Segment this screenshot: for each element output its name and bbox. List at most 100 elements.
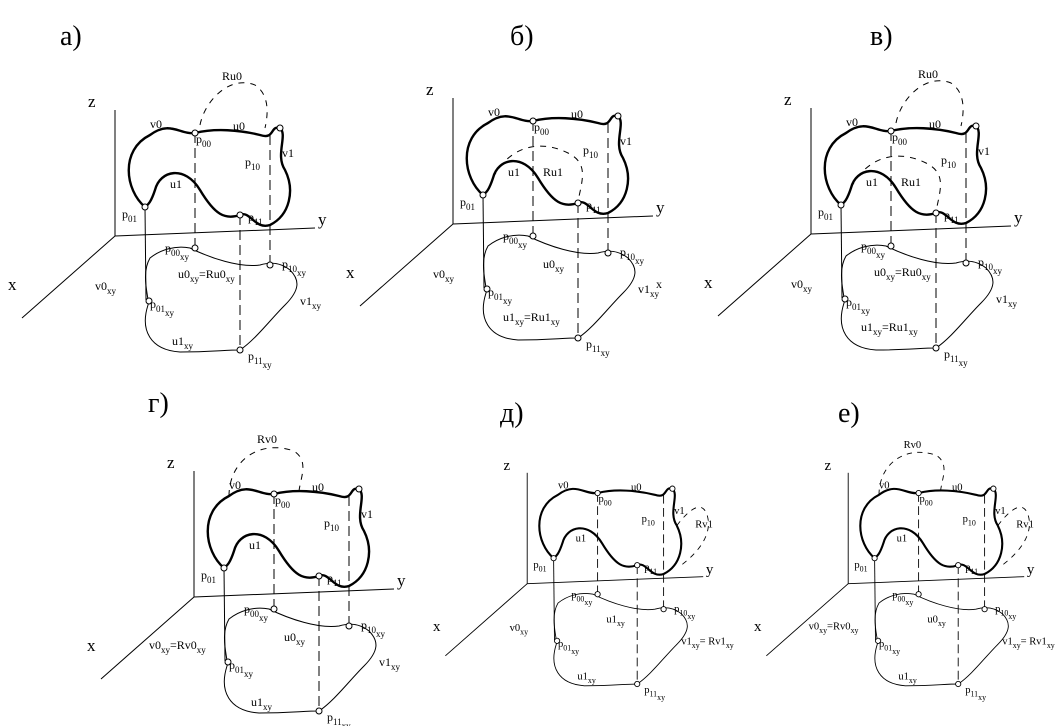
label-subscript: xy bbox=[876, 250, 886, 260]
point-label: u1xy bbox=[251, 695, 273, 712]
corner-point bbox=[277, 125, 283, 131]
label-subscript: 01 bbox=[128, 214, 137, 224]
label-subscript: 10 bbox=[589, 150, 599, 160]
corner-point bbox=[635, 563, 640, 568]
label-subscript: xy bbox=[571, 647, 579, 656]
axis-label: z bbox=[824, 458, 831, 474]
point-label: p00 bbox=[196, 132, 212, 149]
axis-label: y bbox=[318, 210, 327, 229]
point-label: p00xy bbox=[571, 590, 592, 607]
corner-point bbox=[575, 335, 581, 341]
point-label: p10 bbox=[642, 514, 655, 528]
label-subscript: 00 bbox=[540, 127, 550, 137]
label-text: u1 bbox=[249, 538, 261, 552]
ruled-curve bbox=[493, 146, 582, 201]
point-label: v0xy bbox=[791, 277, 813, 294]
point-label: p01xy bbox=[150, 297, 175, 318]
label-subscript: 01 bbox=[156, 304, 165, 314]
corner-point bbox=[346, 623, 352, 629]
label-text: u0 bbox=[284, 630, 296, 644]
corner-point bbox=[356, 486, 362, 492]
label-subscript: 11 bbox=[950, 354, 959, 364]
corner-point bbox=[991, 486, 996, 491]
corner-point bbox=[670, 486, 675, 491]
point-label: Rv1 bbox=[1016, 519, 1034, 530]
point-label: u0xy bbox=[284, 630, 306, 647]
point-label: u1 bbox=[866, 175, 878, 189]
label-subscript: xy bbox=[922, 272, 932, 282]
corner-point bbox=[480, 192, 486, 198]
axis-label: x bbox=[8, 275, 17, 294]
label-text: v1 bbox=[282, 146, 294, 160]
label-subscript: 10 bbox=[251, 162, 261, 172]
point-label: u0xy bbox=[927, 614, 946, 628]
label-subscript: xy bbox=[851, 626, 859, 635]
label-subscript: xy bbox=[165, 308, 175, 318]
point-label: p01 bbox=[460, 195, 475, 212]
label-subscript: xy bbox=[296, 637, 306, 647]
label-subscript: xy bbox=[978, 693, 986, 702]
label-subscript: xy bbox=[244, 669, 254, 679]
point-label: p01 bbox=[533, 560, 546, 574]
label-subscript: xy bbox=[197, 645, 207, 655]
label-text: x bbox=[656, 277, 662, 291]
projection-boundary bbox=[554, 593, 687, 685]
label-subscript: xy bbox=[905, 598, 913, 607]
label-text: u1 bbox=[170, 177, 182, 191]
label-subscript: 00 bbox=[898, 137, 908, 147]
label-text: v0 bbox=[809, 621, 820, 632]
label-subscript: 10 bbox=[647, 519, 655, 528]
point-label: p01 bbox=[201, 568, 216, 585]
point-label: p11 bbox=[965, 562, 978, 576]
corner-point bbox=[635, 681, 640, 686]
corner-point bbox=[956, 563, 961, 568]
label-text: u1 bbox=[577, 672, 588, 683]
label-subscript: 01 bbox=[884, 644, 892, 653]
point-label: p00xy bbox=[861, 239, 886, 260]
point-label: p11xy bbox=[644, 685, 665, 702]
label-text: u1 bbox=[576, 533, 587, 544]
label-text: Ru0 bbox=[918, 67, 938, 81]
point-label: p11xy bbox=[965, 685, 986, 702]
corner-point bbox=[221, 565, 227, 571]
label-text: u1 bbox=[503, 310, 515, 324]
point-label: p00 bbox=[892, 130, 908, 147]
point-label: u1 bbox=[170, 177, 182, 191]
label-text: u0 bbox=[178, 267, 190, 281]
label-text: v1 bbox=[995, 506, 1006, 517]
label-text: u0 bbox=[929, 117, 941, 131]
point-label: p00 bbox=[534, 120, 550, 137]
label-subscript: xy bbox=[376, 629, 386, 639]
label-subscript: xy bbox=[959, 358, 969, 368]
label-subscript: xy bbox=[635, 256, 645, 266]
point-label: Rv1 bbox=[695, 519, 713, 530]
label-text: v0 bbox=[433, 267, 445, 281]
label-text: v0 bbox=[95, 279, 107, 293]
point-label: v1xy bbox=[300, 294, 322, 311]
label-subscript: 11 bbox=[650, 567, 658, 576]
point-label: p01xy bbox=[488, 285, 513, 306]
axis-label: x bbox=[704, 273, 713, 292]
label-text: v0 bbox=[879, 481, 890, 492]
point-label: p01xy bbox=[879, 639, 900, 656]
label-text: u0 bbox=[571, 107, 583, 121]
label-text: =Rv0 bbox=[170, 638, 197, 652]
label-text: v1 bbox=[1002, 636, 1013, 647]
label-text: u1 bbox=[897, 533, 908, 544]
point-label: u0 bbox=[312, 480, 324, 494]
corner-point bbox=[872, 556, 877, 561]
label-text: u1 bbox=[606, 614, 617, 625]
label-subscript: 01 bbox=[852, 302, 861, 312]
point-label: v1xy= Rv1xy bbox=[681, 636, 734, 650]
label-subscript: 00 bbox=[202, 139, 212, 149]
label-subscript: 01 bbox=[235, 665, 244, 675]
axis-label: x bbox=[754, 619, 762, 635]
point-label: v1xy bbox=[379, 655, 401, 672]
panel-title: в) bbox=[870, 21, 893, 52]
label-text: v0 bbox=[846, 115, 858, 129]
corner-point bbox=[956, 681, 961, 686]
label-subscript: 11 bbox=[333, 717, 342, 726]
point-label: p11 bbox=[327, 571, 342, 588]
point-label: u1xy bbox=[898, 672, 917, 686]
projection-boundary bbox=[145, 247, 297, 352]
